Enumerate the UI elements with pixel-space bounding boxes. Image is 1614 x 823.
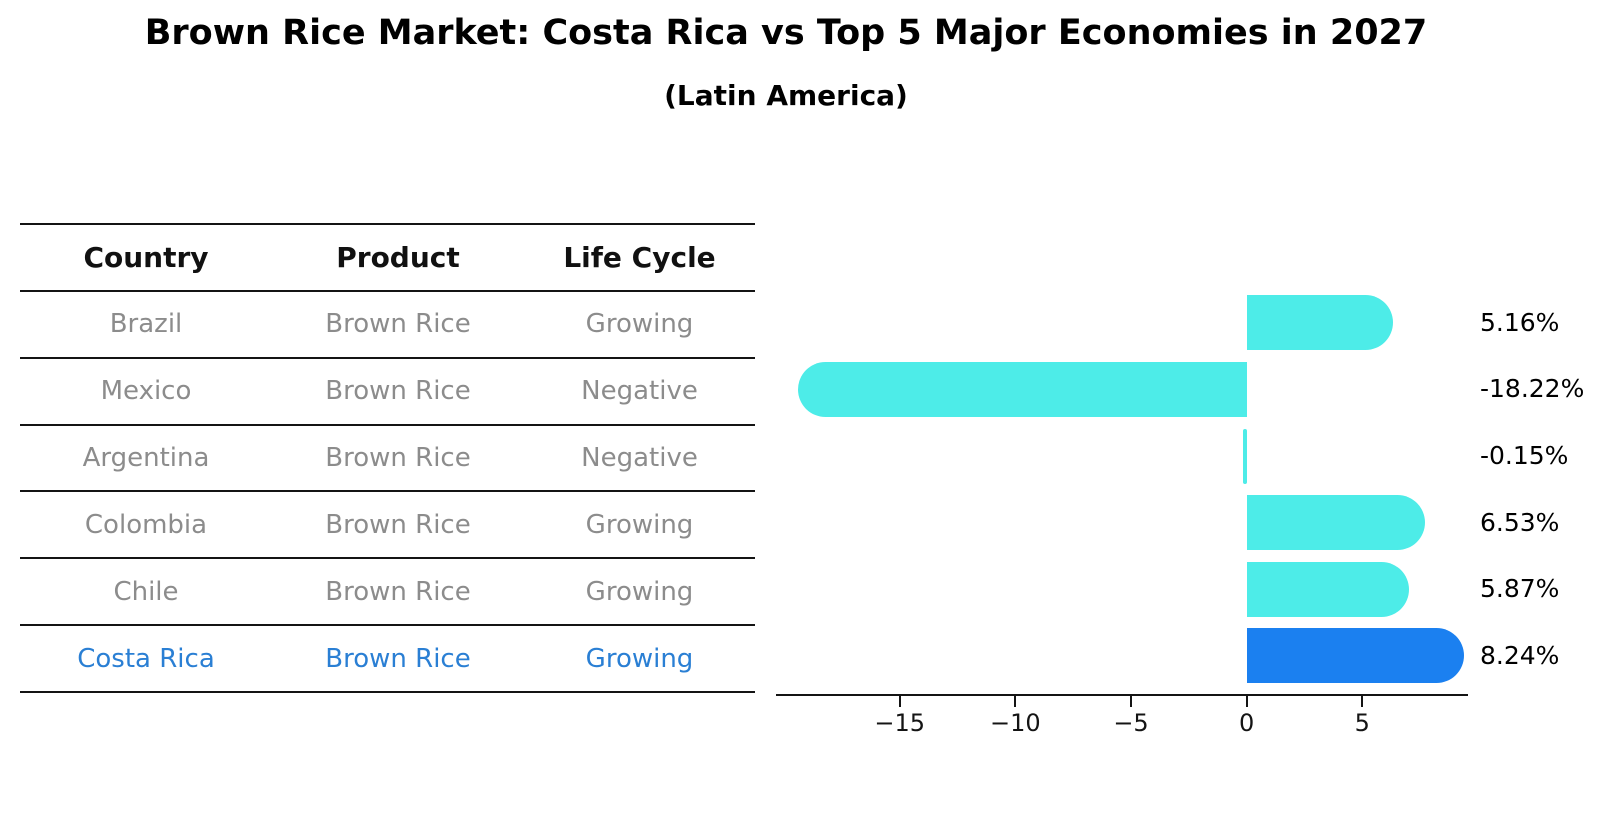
country-cell: Mexico — [100, 376, 192, 407]
x-axis-tick — [1361, 696, 1364, 707]
table-row-chile: Chile Brown Rice Growing — [20, 557, 755, 624]
value-label-colombia: 6.53% — [1480, 507, 1560, 537]
chart-subtitle: (Latin America) — [664, 79, 908, 112]
life-cycle-cell: Growing — [585, 509, 694, 540]
product-cell: Brown Rice — [325, 576, 471, 607]
product-cell: Brown Rice — [325, 376, 471, 407]
country-cell: Brazil — [109, 309, 183, 340]
header-country: Country — [83, 240, 209, 274]
product-cell: Brown Rice — [325, 643, 471, 674]
life-cycle-cell: Negative — [581, 443, 698, 473]
bar-brazil — [1246, 295, 1393, 351]
x-axis-tick-label: −15 — [874, 709, 926, 737]
x-axis-line — [776, 694, 1468, 696]
product-cell: Brown Rice — [325, 309, 471, 340]
value-label-mexico: -18.22% — [1480, 374, 1585, 404]
value-label-argentina: -0.15% — [1480, 441, 1569, 471]
table-row-argentina: Argentina Brown Rice Negative — [20, 423, 755, 491]
bar-chile — [1246, 561, 1410, 617]
header-life-cycle: Life Cycle — [563, 240, 716, 274]
country-cell: Costa Rica — [77, 643, 215, 674]
table-row-mexico: Mexico Brown Rice Negative — [20, 356, 755, 424]
country-table: Country Product Life Cycle Brazil Brown R… — [20, 223, 755, 693]
product-cell: Brown Rice — [325, 443, 471, 473]
table-row-colombia: Colombia Brown Rice Growing — [20, 490, 755, 557]
country-cell: Argentina — [82, 443, 210, 473]
value-label-chile: 5.87% — [1480, 574, 1560, 604]
life-cycle-cell: Negative — [581, 376, 698, 407]
chart-title: Brown Rice Market: Costa Rica vs Top 5 M… — [144, 13, 1428, 53]
table-row-costa-rica: Costa Rica Brown Rice Growing — [20, 624, 755, 691]
country-cell: Colombia — [84, 509, 208, 540]
bar-costa-rica — [1246, 628, 1465, 684]
life-cycle-cell: Growing — [585, 576, 694, 607]
bar-argentina — [1242, 428, 1247, 484]
bar-colombia — [1246, 495, 1425, 551]
x-axis-tick — [1245, 696, 1248, 707]
value-label-brazil: 5.16% — [1480, 307, 1560, 337]
product-cell: Brown Rice — [325, 509, 471, 540]
table-header-row: Country Product Life Cycle — [20, 225, 755, 290]
x-axis-tick — [898, 696, 901, 707]
country-cell: Chile — [113, 576, 179, 607]
x-axis-tick — [1130, 696, 1133, 707]
value-label-costa-rica: 8.24% — [1480, 640, 1560, 670]
life-cycle-cell: Growing — [585, 643, 694, 674]
bar-mexico — [798, 361, 1247, 417]
x-axis-tick-label: 0 — [1239, 709, 1255, 737]
x-axis-tick-label: −10 — [990, 709, 1041, 737]
x-axis-tick-label: 5 — [1354, 709, 1370, 737]
header-product: Product — [336, 240, 460, 274]
table-row-brazil: Brazil Brown Rice Growing — [20, 289, 755, 357]
life-cycle-cell: Growing — [585, 309, 694, 340]
x-axis-tick-label: −5 — [1113, 709, 1149, 737]
x-axis-tick — [1014, 696, 1017, 707]
